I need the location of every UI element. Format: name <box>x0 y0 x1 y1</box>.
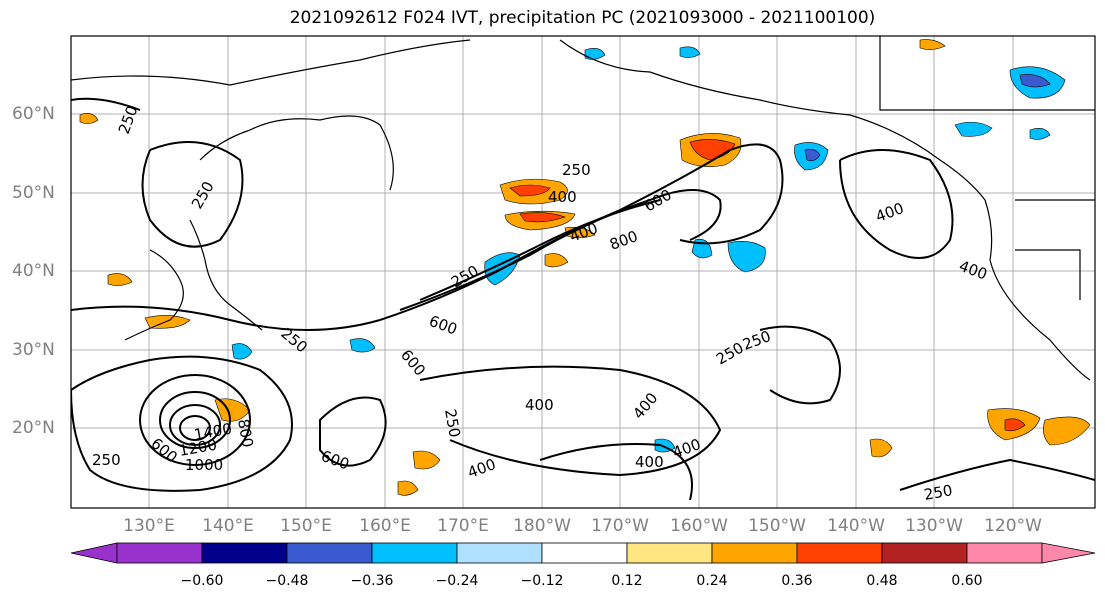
contour-label: 400 <box>525 396 554 414</box>
colorbar-bin <box>966 542 1043 564</box>
colorbar-tick: −0.36 <box>350 573 394 589</box>
lat-label: 50°N <box>12 183 55 203</box>
lon-label: 130°W <box>905 516 963 536</box>
colorbar-under <box>70 542 118 564</box>
lat-label: 20°N <box>12 418 55 438</box>
map-background <box>71 36 1095 508</box>
contour-label: 1000 <box>185 456 223 474</box>
colorbar-over <box>1041 542 1096 564</box>
contour-label: 250 <box>923 481 954 504</box>
contour-label: 250 <box>92 451 121 469</box>
contour-label: 400 <box>635 453 664 471</box>
lon-label: 160°W <box>670 516 728 536</box>
colorbar-tick: −0.12 <box>520 573 564 589</box>
map-title: 2021092612 F024 IVT, precipitation PC (2… <box>289 8 876 28</box>
colorbar-tick: −0.24 <box>435 573 479 589</box>
contour-label: 250 <box>562 161 591 179</box>
colorbar-bin <box>711 542 798 564</box>
colorbar-bin <box>796 542 883 564</box>
coastlines <box>71 36 1095 381</box>
lon-label: 150°W <box>748 516 806 536</box>
colorbar-bin <box>881 542 968 564</box>
lat-label: 40°N <box>12 261 55 281</box>
contour-label: 400 <box>548 188 577 206</box>
colorbar-bin <box>626 542 713 564</box>
colorbar-tick: 0.12 <box>611 573 643 589</box>
colorbar-bin <box>541 542 628 564</box>
lon-label: 160°E <box>359 516 411 536</box>
lon-label: 120°W <box>984 516 1042 536</box>
colorbar-bin <box>371 542 458 564</box>
lon-label: 130°E <box>123 516 175 536</box>
colorbar-tick: −0.60 <box>180 573 224 589</box>
ivt-contours <box>71 97 1095 501</box>
colorbar-bin <box>116 542 203 564</box>
colorbar-tick: 0.60 <box>951 573 983 589</box>
colorbar-bin <box>286 542 373 564</box>
colorbar-bin <box>456 542 543 564</box>
colorbar-tick: 0.24 <box>696 573 728 589</box>
contour-label: 800 <box>234 418 257 449</box>
map-frame <box>70 35 1096 509</box>
colorbar-tick: 0.48 <box>866 573 898 589</box>
lon-label: 170°E <box>437 516 489 536</box>
lon-label: 140°W <box>827 516 885 536</box>
colorbar-tick: −0.48 <box>265 573 309 589</box>
lon-label: 150°E <box>280 516 332 536</box>
lon-label: 170°W <box>591 516 649 536</box>
lat-label: 30°N <box>12 340 55 360</box>
lon-label: 140°E <box>202 516 254 536</box>
colorbar <box>70 542 1096 564</box>
colorbar-bin <box>201 542 288 564</box>
colorbar-tick: 0.36 <box>781 573 813 589</box>
lon-label: 180°W <box>513 516 571 536</box>
contour-label: 250 <box>441 408 464 439</box>
lat-label: 60°N <box>12 104 55 124</box>
